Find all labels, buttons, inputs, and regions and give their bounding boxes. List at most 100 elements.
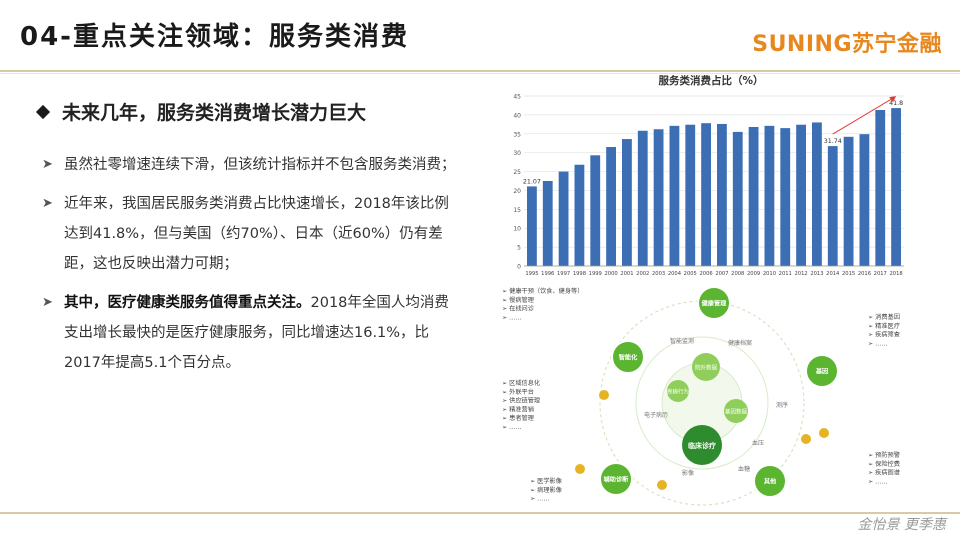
bar-2013 (812, 122, 822, 266)
list-item-bottom-right: ➢ …… (868, 478, 888, 485)
inner-node (667, 380, 689, 402)
list-item-top-left: ➢ …… (502, 314, 522, 321)
outer-node (599, 462, 633, 496)
ring-label: 影像 (682, 469, 694, 477)
x-tick-label: 2009 (747, 271, 760, 277)
list-item-bottom-left: ➢ 病理影像 (530, 486, 562, 494)
list-item-top-right: ➢ 精准医疗 (868, 322, 900, 330)
y-tick-label: 45 (513, 94, 521, 101)
x-tick-label: 2004 (668, 271, 682, 277)
bar-2008 (732, 131, 743, 266)
x-tick-label: 2005 (684, 271, 697, 277)
ring-label: 血压 (752, 439, 764, 447)
ring-label: 血糖 (738, 465, 750, 473)
section-heading: 未来几年，服务类消费增长潜力巨大 (35, 98, 367, 125)
list-item-top-left: ➢ 健康干预（饮食、健身等） (502, 287, 583, 295)
bar-2009 (748, 126, 759, 266)
center-node (682, 425, 722, 465)
x-tick-label: 2003 (652, 271, 665, 277)
section-heading-text: 未来几年，服务类消费增长潜力巨大 (62, 102, 367, 124)
ring-label: 测序 (776, 401, 788, 409)
gear-icon (657, 480, 667, 490)
outer-node-label: 基因 (815, 368, 828, 376)
list-item-top-left: ➢ 慢病管理 (502, 296, 534, 304)
list-item-bottom-left: ➢ 医学影像 (530, 477, 562, 485)
bar-2002 (637, 130, 648, 266)
outer-node-label: 智能化 (618, 354, 638, 362)
x-tick-label: 2001 (620, 271, 633, 277)
footer-divider (0, 512, 960, 514)
bullet-item: ➤ 近年来，我国居民服务类消费占比快速增长，2018年该比例达到41.8%，但与… (42, 189, 462, 279)
x-tick-label: 2016 (858, 271, 871, 277)
diamond-bullet-icon (35, 104, 51, 119)
signature: 金怡景 更季惠 (857, 517, 946, 533)
bar-2005 (685, 124, 696, 266)
bullet-text: 其中，医疗健康类服务值得重点关注。2018年全国人均消费支出增长最快的是医疗健康… (64, 288, 462, 378)
inner-node (692, 353, 720, 381)
bar-2018 (891, 108, 901, 266)
x-tick-label: 1999 (589, 271, 602, 277)
bar-2010 (764, 125, 775, 266)
bar-2016 (859, 134, 870, 266)
outer-node-label: 健康管理 (702, 300, 728, 308)
bullet-item: ➤ 其中，医疗健康类服务值得重点关注。2018年全国人均消费支出增长最快的是医疗… (42, 288, 462, 378)
data-label: 21.07 (523, 178, 541, 185)
inner-node (724, 399, 748, 423)
bullet-list: ➤ 虽然社零增速连续下滑，但该统计指标并不包含服务类消费； ➤ 近年来，我国居民… (42, 150, 462, 387)
bar-2004 (669, 125, 680, 266)
list-item-mid-left: ➢ 患者管理 (502, 414, 534, 422)
header-divider (0, 70, 960, 72)
ring-label: 智能监测 (670, 337, 694, 345)
outer-node (697, 286, 731, 320)
page-title: 04-重点关注领域：服务类消费 (20, 22, 409, 52)
bar-2006 (701, 123, 711, 266)
outer-node (611, 340, 645, 374)
y-tick-label: 35 (513, 131, 521, 138)
bar-1996 (542, 181, 553, 266)
x-tick-label: 1995 (525, 271, 538, 277)
inner-ring (635, 336, 769, 470)
bar-2015 (843, 136, 854, 266)
trend-arrow-line (832, 97, 894, 135)
service-consumption-bar-chart: 服务类消费占比（%） 0 5 10 15 20 25 30 35 40 45 1995 21.07 199… (513, 74, 904, 277)
list-item-bottom-right: ➢ 保险控费 (868, 460, 900, 468)
bar-1999 (590, 155, 601, 266)
data-label: 41.8 (889, 100, 903, 107)
outer-node-label: 其他 (764, 478, 777, 486)
gear-icon (599, 390, 609, 400)
y-tick-label: 15 (513, 207, 521, 214)
list-item-top-right: ➢ 消费基因 (868, 313, 900, 321)
suning-logo: SUNING苏宁金融 (752, 32, 942, 57)
x-tick-label: 2007 (715, 271, 728, 277)
list-item-bottom-left: ➢ …… (530, 496, 550, 503)
trend-arrow-head (889, 96, 897, 103)
inner-node-label: 院外数据 (695, 364, 718, 372)
bar-2014 (827, 146, 838, 266)
x-tick-label: 2017 (874, 271, 887, 277)
bullet-item: ➤ 虽然社零增速连续下滑，但该统计指标并不包含服务类消费； (42, 150, 462, 180)
x-tick-label: 2014 (826, 271, 840, 277)
list-item-mid-left: ➢ 供应链管理 (502, 397, 540, 405)
x-tick-label: 2002 (636, 271, 649, 277)
x-tick-label: 2015 (842, 271, 855, 277)
bar-2000 (606, 147, 616, 266)
outer-node (753, 464, 787, 498)
bar-2017 (875, 109, 886, 266)
gear-icon (801, 434, 811, 444)
list-item-mid-left: ➢ …… (502, 424, 522, 431)
bullet-bold-text: 其中，医疗健康类服务值得重点关注。 (64, 295, 311, 311)
y-tick-label: 20 (513, 188, 521, 195)
list-item-bottom-right: ➢ 预防预警 (868, 451, 900, 459)
gear-icon (575, 464, 585, 474)
inner-node-label: 疾病行为 (667, 388, 689, 396)
list-item-mid-left: ➢ 精准营销 (502, 405, 534, 413)
ring-label: 电子病历 (644, 411, 668, 419)
x-tick-label: 2012 (794, 271, 807, 277)
ring-label: 健康档案 (728, 339, 752, 347)
x-tick-label: 2006 (699, 271, 712, 277)
outer-ring (599, 300, 805, 506)
x-tick-label: 2000 (604, 271, 617, 277)
y-tick-label: 40 (513, 112, 521, 119)
x-tick-label: 2008 (731, 271, 744, 277)
